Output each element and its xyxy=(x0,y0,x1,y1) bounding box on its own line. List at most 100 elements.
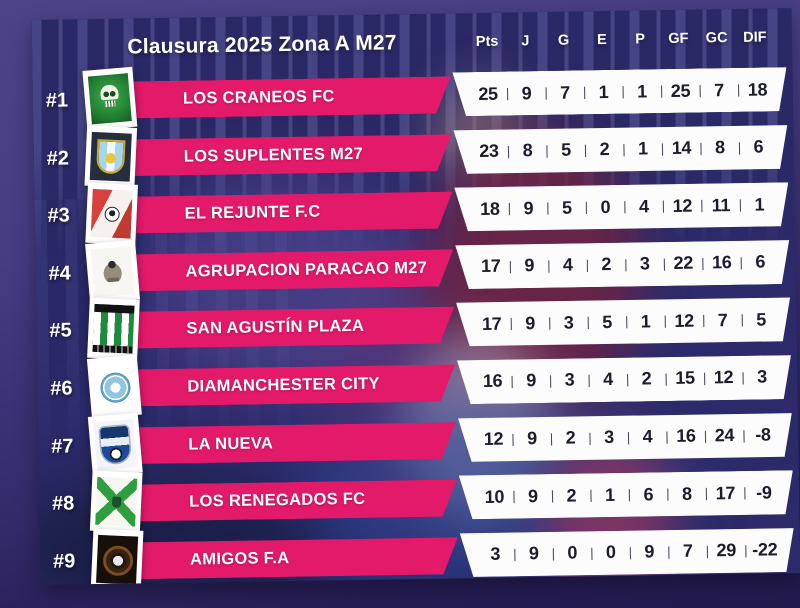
column-header-p: P xyxy=(635,31,646,48)
stat-value: 1 xyxy=(624,138,663,160)
stat-value: 17 xyxy=(706,483,745,505)
stat-value: 1 xyxy=(754,194,765,215)
stat-value: 3 xyxy=(549,312,588,334)
stat-value: -22 xyxy=(752,539,778,560)
stat-value: 0 xyxy=(591,542,630,564)
rank-label: #1 xyxy=(45,89,69,112)
stat-value: 1 xyxy=(584,81,623,103)
stats-panel: 18 9 5 0 4 12 11 1 xyxy=(454,182,789,231)
column-header-gf: GF xyxy=(668,30,689,48)
team-banner: LOS CRANEOS FC xyxy=(121,76,452,118)
column-header-gc: GC xyxy=(705,30,728,47)
team-name: AMIGOS F.A xyxy=(189,548,290,569)
team-banner: LOS SUPLENTES M27 xyxy=(121,134,452,176)
stat-value: 9 xyxy=(630,541,669,563)
team-name: DIAMANCHESTER CITY xyxy=(187,374,380,396)
stat-value: 29 xyxy=(707,540,746,562)
club-crest-icon xyxy=(92,304,135,355)
stat-value: 25 xyxy=(661,80,700,102)
stat-value: 0 xyxy=(553,543,592,565)
stat-value: 9 xyxy=(511,313,550,335)
rank-label: #2 xyxy=(46,147,70,170)
stat-value: -8 xyxy=(755,424,771,445)
stat-value: 6 xyxy=(755,251,766,272)
rank-label: #8 xyxy=(51,492,75,515)
stat-value: 2 xyxy=(627,369,666,391)
stats-panel: 17 9 4 2 3 22 16 6 xyxy=(455,240,790,289)
club-logo-frame xyxy=(85,239,141,304)
club-logo-frame xyxy=(90,528,144,585)
rank-label: #3 xyxy=(47,204,70,227)
club-logo-frame xyxy=(86,354,142,419)
team-name: LOS CRANEOS FC xyxy=(182,87,335,108)
stat-value: 16 xyxy=(702,252,741,274)
stat-value: 12 xyxy=(704,367,743,389)
stat-value: 3 xyxy=(757,366,768,388)
club-crest-icon xyxy=(93,418,138,470)
stats-panel: 3 9 0 0 9 7 29 -22 xyxy=(460,528,795,577)
stat-value: 5 xyxy=(588,312,627,334)
stat-value: 17 xyxy=(472,313,511,335)
club-logo-frame xyxy=(89,470,143,533)
column-header-pts: Pts xyxy=(475,33,499,51)
table-row: #8 LOS RENEGADOS FC 10 9 2 1 6 8 17 -9 xyxy=(39,468,800,533)
stat-value: 9 xyxy=(513,428,552,450)
stat-value: 8 xyxy=(508,140,547,162)
stat-value: 12 xyxy=(474,429,513,451)
stat-value: 9 xyxy=(507,82,546,104)
stat-value: 3 xyxy=(625,253,664,275)
team-banner: DIAMANCHESTER CITY xyxy=(125,364,456,406)
team-name: SAN AGUSTÍN PLAZA xyxy=(186,317,365,338)
club-crest-icon xyxy=(87,73,132,125)
stat-value: 14 xyxy=(662,138,701,160)
table-row: #4 AGRUPACION PARACAO M27 17 9 4 2 3 22 … xyxy=(35,238,796,304)
stats-panel: 25 9 7 1 1 25 7 18 xyxy=(452,67,787,116)
team-banner: AGRUPACION PARACAO M27 xyxy=(123,249,454,291)
stat-value: 1 xyxy=(623,81,662,103)
club-crest-icon xyxy=(96,534,139,585)
stat-value: 1 xyxy=(626,311,665,333)
stat-value: 23 xyxy=(470,141,509,163)
stat-value: 0 xyxy=(586,196,625,218)
club-crest-icon xyxy=(89,131,132,182)
stat-value: 6 xyxy=(753,136,764,157)
stat-value: 6 xyxy=(629,484,668,506)
stat-value: 4 xyxy=(624,196,663,218)
rank-label: #6 xyxy=(50,377,73,400)
stat-value: 8 xyxy=(667,483,706,505)
stat-value: 12 xyxy=(663,195,702,217)
club-logo-frame xyxy=(87,298,140,361)
table-row: #3 EL REJUNTE F.C 18 9 5 0 4 12 11 1 xyxy=(34,180,795,246)
stat-value: 9 xyxy=(509,198,548,220)
stat-value: 22 xyxy=(664,253,703,275)
stats-panel: 10 9 2 1 6 8 17 -9 xyxy=(459,470,794,519)
stat-value: 9 xyxy=(513,486,552,508)
stat-value: 5 xyxy=(547,197,586,219)
stat-value: 2 xyxy=(552,485,591,507)
stat-value: 1 xyxy=(590,484,629,506)
team-banner: LA NUEVA xyxy=(126,422,457,464)
stat-value: 3 xyxy=(590,427,629,449)
stat-value: 7 xyxy=(546,82,585,104)
stat-value: 17 xyxy=(471,256,510,278)
team-banner: SAN AGUSTÍN PLAZA xyxy=(124,307,455,349)
stat-value: 24 xyxy=(705,425,744,447)
stats-panel: 17 9 3 5 1 12 7 5 xyxy=(456,297,791,346)
column-header-g: G xyxy=(557,32,570,49)
stat-value: 7 xyxy=(668,541,707,563)
team-banner: EL REJUNTE F.C xyxy=(122,192,453,234)
stat-value: 4 xyxy=(548,255,587,277)
stats-panel: 23 8 5 2 1 14 8 6 xyxy=(453,125,788,174)
rank-label: #9 xyxy=(52,550,76,573)
stat-value: 16 xyxy=(473,371,512,393)
club-crest-icon xyxy=(90,245,135,298)
stat-value: 3 xyxy=(476,544,515,566)
team-banner: AMIGOS F.A xyxy=(128,537,459,579)
stat-value: 9 xyxy=(514,543,553,565)
table-row: #9 AMIGOS F.A 3 9 0 0 9 7 29 -22 xyxy=(40,526,800,585)
stat-value: 10 xyxy=(475,486,514,508)
club-crest-icon xyxy=(95,477,138,527)
stat-value: 11 xyxy=(701,195,740,217)
club-logo-frame xyxy=(87,412,143,477)
stat-value: -9 xyxy=(756,482,772,503)
